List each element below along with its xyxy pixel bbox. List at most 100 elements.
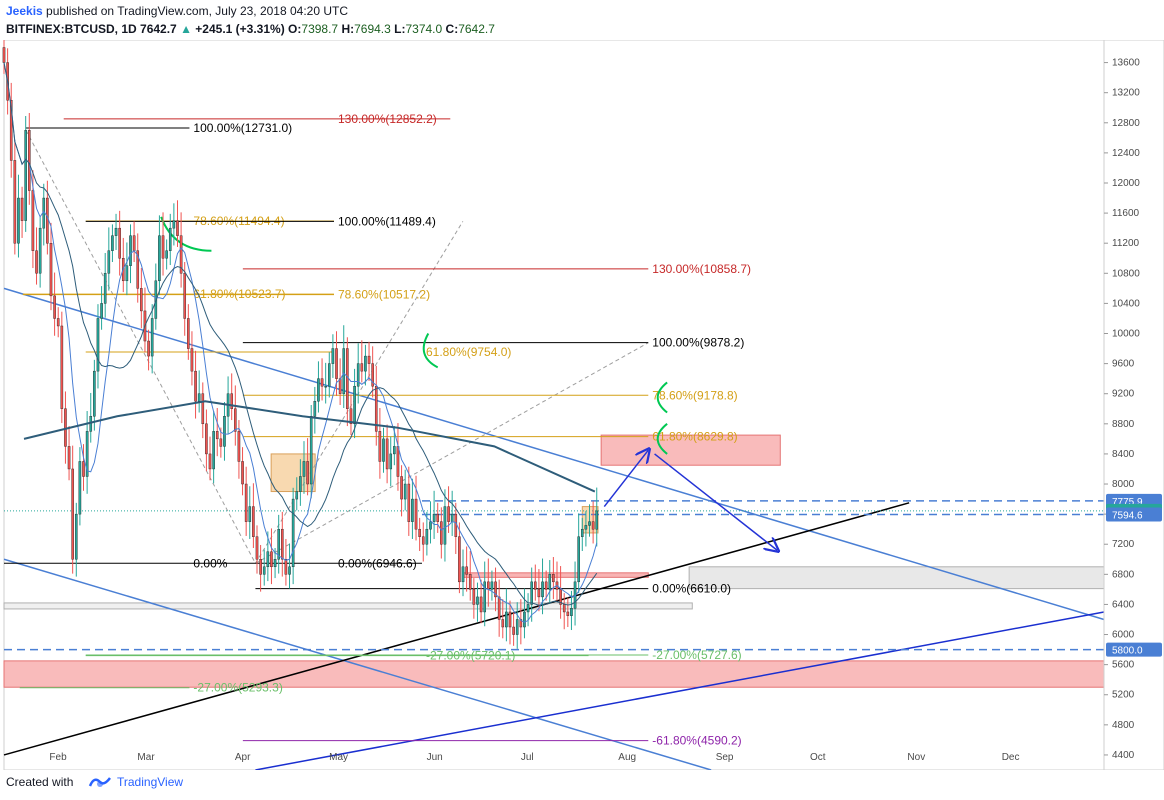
fib-connector [255, 221, 464, 564]
candle-body [346, 348, 349, 409]
candle-body [494, 581, 497, 598]
candle-body [237, 431, 241, 462]
fib-level-label: 130.00%(12852.2) [338, 112, 437, 126]
candle-body [588, 521, 591, 526]
candle-body [548, 574, 552, 590]
author-link[interactable]: Jeekis [6, 4, 43, 18]
candle-body [515, 619, 519, 635]
candle-body [487, 581, 490, 590]
candle-body [78, 461, 82, 515]
candle-body [468, 574, 472, 590]
candle-body [74, 513, 78, 560]
candle-body [284, 559, 288, 575]
publish-text: published on TradingView.com, July 23, 2… [46, 4, 349, 18]
close-value: 7642.7 [458, 22, 495, 36]
fib-level-label: -27.00%(5727.6) [652, 648, 741, 662]
fib-level-label: 100.00%(12731.0) [193, 121, 292, 135]
support-strip [3, 602, 693, 610]
candle-body [320, 378, 324, 387]
support-trendline [3, 502, 910, 756]
candle-body [165, 250, 168, 259]
candle-body [136, 250, 140, 289]
up-arrow-icon: ▲ [180, 22, 192, 36]
candle-body [378, 431, 382, 462]
candle-body [273, 559, 277, 568]
time-tick-label: Aug [618, 752, 636, 763]
candle-body [356, 363, 360, 387]
candle-body [465, 566, 468, 575]
candle-body [103, 273, 107, 304]
candle-body [591, 521, 595, 530]
candle-body [281, 528, 284, 560]
candle-body [595, 510, 599, 530]
candle-body [396, 446, 400, 477]
candle-body [85, 431, 89, 477]
high-label: H: [341, 22, 355, 36]
candle-body [147, 340, 150, 357]
price-chart[interactable]: 100.00%(12731.0) 130.00%(12852.2) 78.60%(1… [0, 40, 1164, 770]
candle-body [490, 581, 494, 590]
candle-body [158, 235, 161, 282]
candle-body [179, 235, 183, 274]
fib-level-label: 100.00%(11489.4) [338, 214, 436, 228]
price-tick-label: 9200 [1112, 389, 1135, 400]
candle-body [291, 498, 295, 568]
candle-body [450, 513, 454, 522]
candle-body [425, 528, 429, 545]
candle-body [317, 378, 320, 402]
candle-body [505, 611, 508, 628]
resistance-zone [600, 434, 781, 466]
price-tick-label: 12400 [1112, 148, 1140, 159]
tradingview-brand-link[interactable]: TradingView [117, 775, 184, 789]
open-label: O: [288, 22, 302, 36]
fib-connector [255, 342, 649, 564]
fib-connector [25, 130, 256, 564]
candle-body [176, 220, 179, 236]
candle-body [541, 581, 544, 598]
candle-body [562, 604, 566, 613]
projection-arrow-down [654, 453, 778, 550]
candle-body [360, 363, 364, 372]
close-label: C: [445, 22, 459, 36]
resistance-strip [462, 572, 649, 578]
candle-body [107, 250, 111, 274]
candle-body [35, 250, 38, 274]
projection-arrow-up [603, 450, 648, 508]
candle-body [219, 438, 223, 447]
candle-body [259, 559, 262, 575]
candle-body [544, 581, 548, 590]
candle-body [374, 385, 378, 432]
candle-body [24, 130, 27, 221]
fib-level-label: -27.00%(5293.3) [193, 681, 282, 695]
price-tick-label: 9600 [1112, 359, 1135, 370]
candle-body [353, 385, 356, 425]
candle-body [266, 551, 270, 568]
price-tick-label: 10400 [1112, 298, 1140, 309]
price-tick-label: 10000 [1112, 329, 1140, 340]
annotation-arc [422, 333, 439, 369]
candle-body [262, 566, 266, 575]
candle-body [215, 431, 219, 440]
candle-body [461, 566, 465, 583]
candle-body [364, 355, 367, 372]
candle-body [382, 438, 385, 462]
price-change: +245.1 (+3.31%) [195, 22, 285, 36]
candle-body [534, 581, 537, 590]
candle-body [201, 393, 205, 425]
last-price: 7642.7 [140, 22, 177, 36]
candle-body [526, 604, 530, 613]
candle-body [501, 619, 505, 628]
price-tick-label: 12000 [1112, 178, 1140, 189]
candle-body [432, 513, 436, 522]
candle-body [190, 348, 194, 372]
candle-body [111, 235, 114, 251]
candle-body [46, 197, 49, 244]
price-tick-label: 8800 [1112, 419, 1135, 430]
candle-body [342, 348, 346, 394]
price-tick-label: 6000 [1112, 630, 1135, 641]
candle-body [28, 130, 31, 191]
fib-level-label: 0.00% [193, 556, 227, 570]
time-tick-label: Feb [49, 752, 67, 763]
ascending-trendline [255, 611, 1105, 770]
candle-body [566, 611, 570, 616]
